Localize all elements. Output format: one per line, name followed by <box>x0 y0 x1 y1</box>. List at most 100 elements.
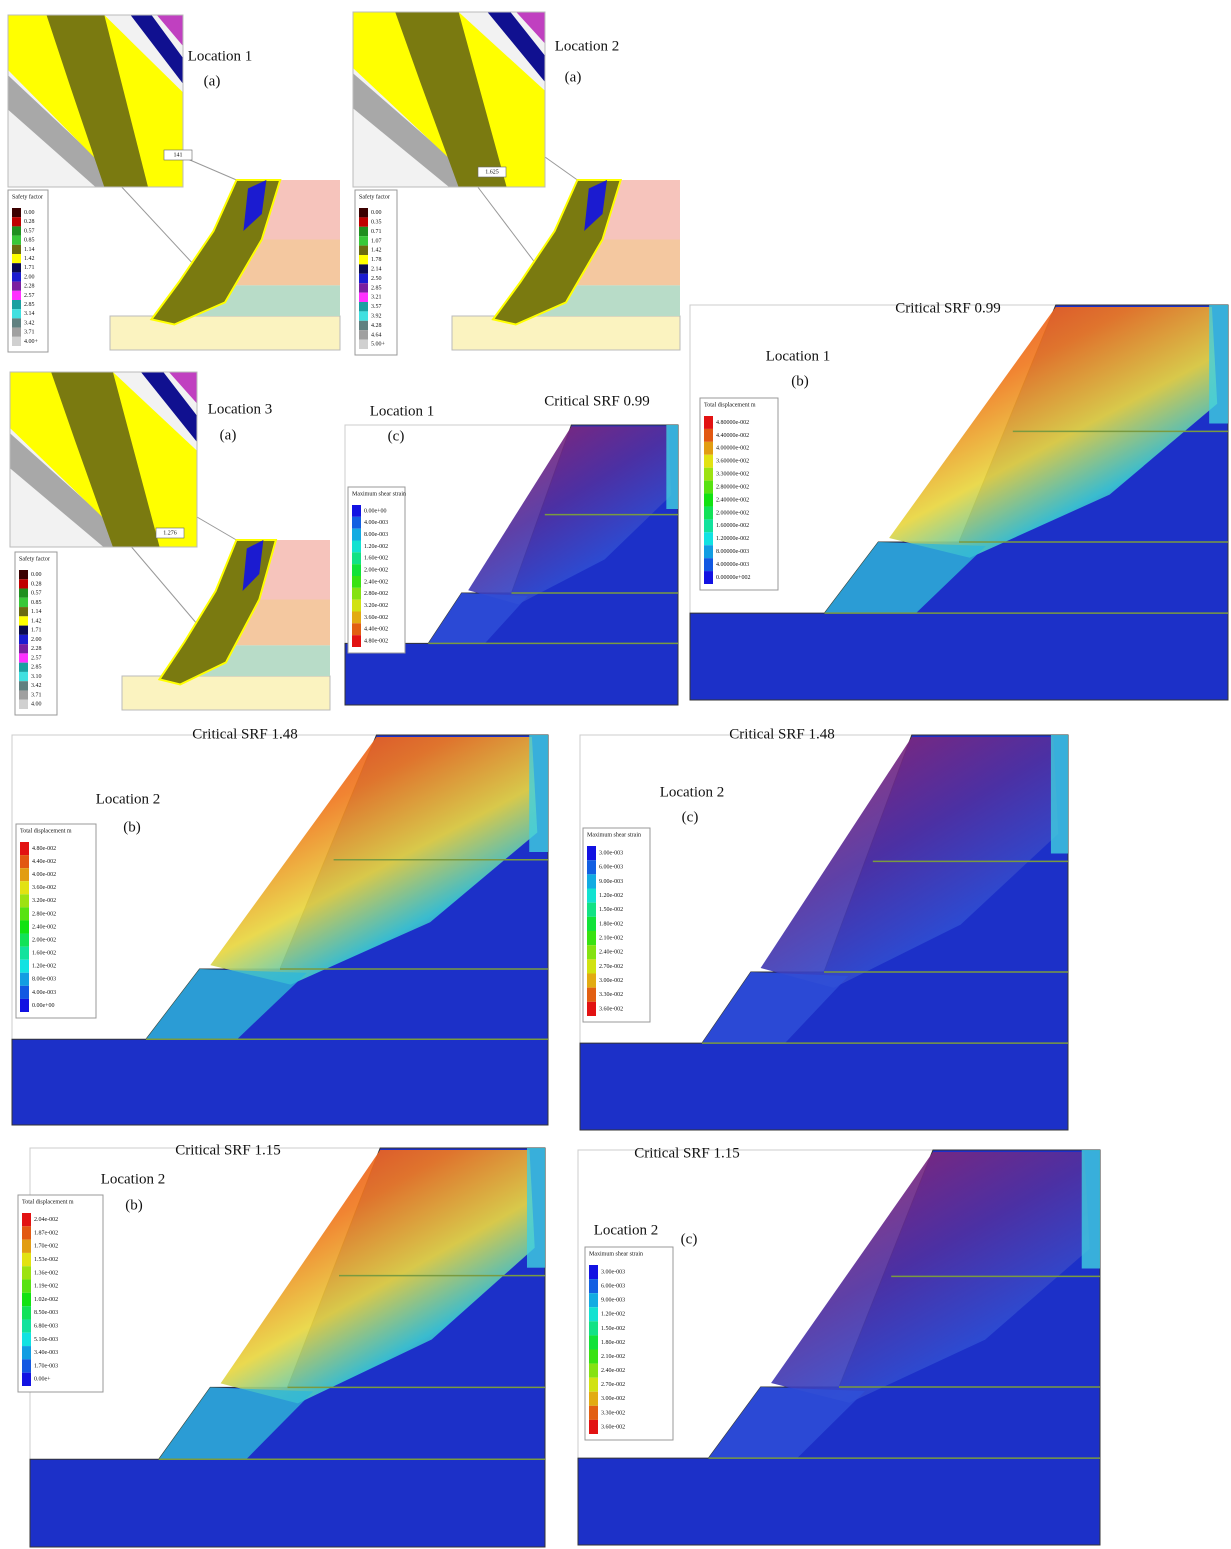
legend-swatch <box>352 552 361 564</box>
legend-entry: 3.60e-002 <box>32 885 56 891</box>
legend-entry: 0.00000e+002 <box>716 575 751 581</box>
panel: Critical SRF 0.99Location 1(b)Total disp… <box>690 300 1228 700</box>
legend-entry: 1.80e-002 <box>601 1340 625 1346</box>
legend-swatch <box>12 337 21 346</box>
contour-zone <box>1082 1150 1100 1269</box>
leader-line <box>478 187 543 274</box>
part-label: (b) <box>125 1197 143 1213</box>
legend-entry: 1.20e-002 <box>364 544 388 550</box>
legend-entry: 2.85 <box>31 665 42 671</box>
legend-swatch <box>22 1240 31 1253</box>
legend-entry: 3.42 <box>24 320 35 326</box>
legend-swatch <box>359 274 368 283</box>
location-label: Location 2 <box>101 1171 166 1187</box>
legend-entry: 4.00+ <box>24 339 39 345</box>
legend-swatch <box>359 208 368 217</box>
legend-swatch <box>704 519 713 532</box>
panel: Critical SRF 1.48Location 2(c)Maximum sh… <box>580 726 1068 1130</box>
legend-box <box>585 1247 673 1440</box>
legend-entry: 2.28 <box>31 646 42 652</box>
legend-swatch <box>589 1350 598 1364</box>
marker-label: 1.276 <box>163 530 177 536</box>
contour-zone <box>527 1148 545 1268</box>
legend-entry: 2.10e-002 <box>601 1354 625 1360</box>
legend-swatch <box>22 1359 31 1372</box>
legend-swatch <box>22 1213 31 1226</box>
legend-swatch <box>352 623 361 635</box>
legend-swatch <box>352 564 361 576</box>
legend-entry: 4.00e-003 <box>32 990 56 996</box>
location-label: Location 2 <box>96 791 161 807</box>
legend-swatch <box>12 309 21 318</box>
legend-entry: 4.00 <box>31 702 42 708</box>
legend-entry: 8.50e-003 <box>34 1310 58 1316</box>
legend-swatch <box>20 868 29 881</box>
legend-entry: 2.85 <box>24 302 35 308</box>
leader-line <box>183 157 237 180</box>
legend-entry: 5.00+ <box>371 342 386 348</box>
location-label: Location 2 <box>594 1222 659 1238</box>
legend-entry: 1.20e-002 <box>599 893 623 899</box>
legend-swatch <box>22 1319 31 1332</box>
legend-swatch <box>587 889 596 903</box>
legend-entry: 8.00e-003 <box>32 977 56 983</box>
legend-entry: 3.30e-002 <box>601 1410 625 1416</box>
legend-swatch <box>19 663 28 672</box>
legend-entry: 1.50e-002 <box>601 1326 625 1332</box>
legend-swatch <box>20 907 29 920</box>
legend-entry: 1.19e-002 <box>34 1284 58 1290</box>
zoom-view <box>353 12 545 187</box>
legend-swatch <box>19 589 28 598</box>
legend-entry: 3.21 <box>371 295 382 301</box>
srf-label: Critical SRF 1.48 <box>192 726 297 742</box>
legend-swatch <box>587 917 596 931</box>
legend-entry: 3.71 <box>31 692 42 698</box>
legend-entry: 6.00e-003 <box>599 865 623 871</box>
legend-swatch <box>19 690 28 699</box>
legend-entry: 4.00e-003 <box>364 520 388 526</box>
legend-entry: 3.30000e-002 <box>716 472 749 478</box>
legend-entry: 3.00e-002 <box>599 978 623 984</box>
legend-swatch <box>704 571 713 584</box>
location-label: Location 2 <box>555 38 620 54</box>
part-label: (a) <box>204 73 221 89</box>
legend-swatch <box>359 246 368 255</box>
legend-swatch <box>19 616 28 625</box>
legend-swatch <box>359 311 368 320</box>
legend-entry: 4.64 <box>371 332 382 338</box>
legend-swatch <box>352 635 361 647</box>
legend-swatch <box>589 1406 598 1420</box>
legend-swatch <box>587 846 596 860</box>
legend-entry: 2.00e-002 <box>32 937 56 943</box>
legend-swatch <box>704 416 713 429</box>
legend-entry: 1.70e-003 <box>34 1363 58 1369</box>
legend-entry: 2.40e-002 <box>601 1368 625 1374</box>
legend-entry: 3.42 <box>31 683 42 689</box>
legend-entry: 4.40e-002 <box>32 859 56 865</box>
legend-entry: 4.00000e-003 <box>716 562 749 568</box>
legend-swatch <box>12 300 21 309</box>
legend-swatch <box>359 236 368 245</box>
part-label: (c) <box>681 1231 698 1247</box>
legend-title: Maximum shear strain <box>352 491 406 497</box>
legend-swatch <box>359 255 368 264</box>
legend-swatch <box>587 959 596 973</box>
zoom-view <box>10 372 197 547</box>
srf-label: Critical SRF 0.99 <box>895 300 1000 316</box>
legend-swatch <box>22 1306 31 1319</box>
legend-entry: 1.36e-002 <box>34 1270 58 1276</box>
legend-swatch <box>22 1346 31 1359</box>
legend-entry: 8.00000e-003 <box>716 549 749 555</box>
legend-entry: 2.00 <box>24 274 35 280</box>
legend-entry: 4.00000e-002 <box>716 446 749 452</box>
legend-swatch <box>359 217 368 226</box>
legend-swatch <box>704 442 713 455</box>
legend-entry: 0.85 <box>24 238 35 244</box>
legend-entry: 3.00e-003 <box>601 1269 625 1275</box>
legend-swatch <box>359 293 368 302</box>
legend-entry: 4.80e-002 <box>32 846 56 852</box>
legend-entry: 1.60e-002 <box>364 556 388 562</box>
location-label: Location 1 <box>188 48 253 64</box>
legend-entry: 4.28 <box>371 323 382 329</box>
